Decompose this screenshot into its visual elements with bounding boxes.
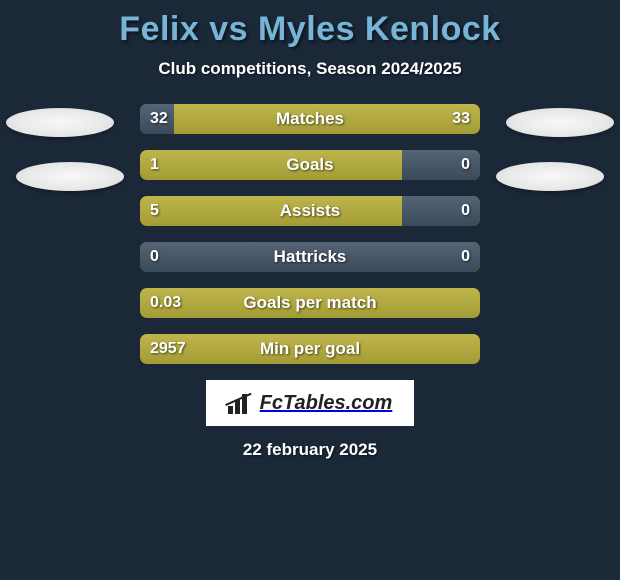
stat-label: Goals per match — [140, 288, 480, 318]
stat-label: Min per goal — [140, 334, 480, 364]
stat-left-value: 1 — [150, 150, 159, 180]
fctables-logo-link[interactable]: FcTables.com — [206, 380, 414, 426]
stat-bars: 32 Matches 33 1 Goals 0 5 Assists 0 0 Ha… — [140, 104, 480, 364]
player-right-badge-2 — [496, 162, 604, 191]
stat-label: Matches — [140, 104, 480, 134]
stat-bar-left — [140, 104, 174, 134]
stat-bar-right — [402, 196, 480, 226]
stat-right-value: 33 — [452, 104, 470, 134]
stat-row-goals: 1 Goals 0 — [140, 150, 480, 180]
stats-area: 32 Matches 33 1 Goals 0 5 Assists 0 0 Ha… — [0, 104, 620, 364]
stat-left-value: 0.03 — [150, 288, 181, 318]
page-title: Felix vs Myles Kenlock — [0, 0, 620, 49]
player-left-badge-2 — [16, 162, 124, 191]
stat-bar-right — [402, 150, 480, 180]
stat-row-matches: 32 Matches 33 — [140, 104, 480, 134]
stat-row-goals-per-match: 0.03 Goals per match — [140, 288, 480, 318]
stat-row-assists: 5 Assists 0 — [140, 196, 480, 226]
stat-bar-right — [310, 242, 480, 272]
stat-left-value: 5 — [150, 196, 159, 226]
bar-chart-icon — [228, 392, 254, 414]
stat-row-hattricks: 0 Hattricks 0 — [140, 242, 480, 272]
player-left-badge-1 — [6, 108, 114, 137]
stat-left-value: 2957 — [150, 334, 186, 364]
date-label: 22 february 2025 — [0, 440, 620, 460]
stat-row-min-per-goal: 2957 Min per goal — [140, 334, 480, 364]
player-right-badge-1 — [506, 108, 614, 137]
stat-bar-left — [140, 242, 310, 272]
subtitle: Club competitions, Season 2024/2025 — [0, 59, 620, 79]
logo-text: FcTables.com — [260, 392, 393, 415]
